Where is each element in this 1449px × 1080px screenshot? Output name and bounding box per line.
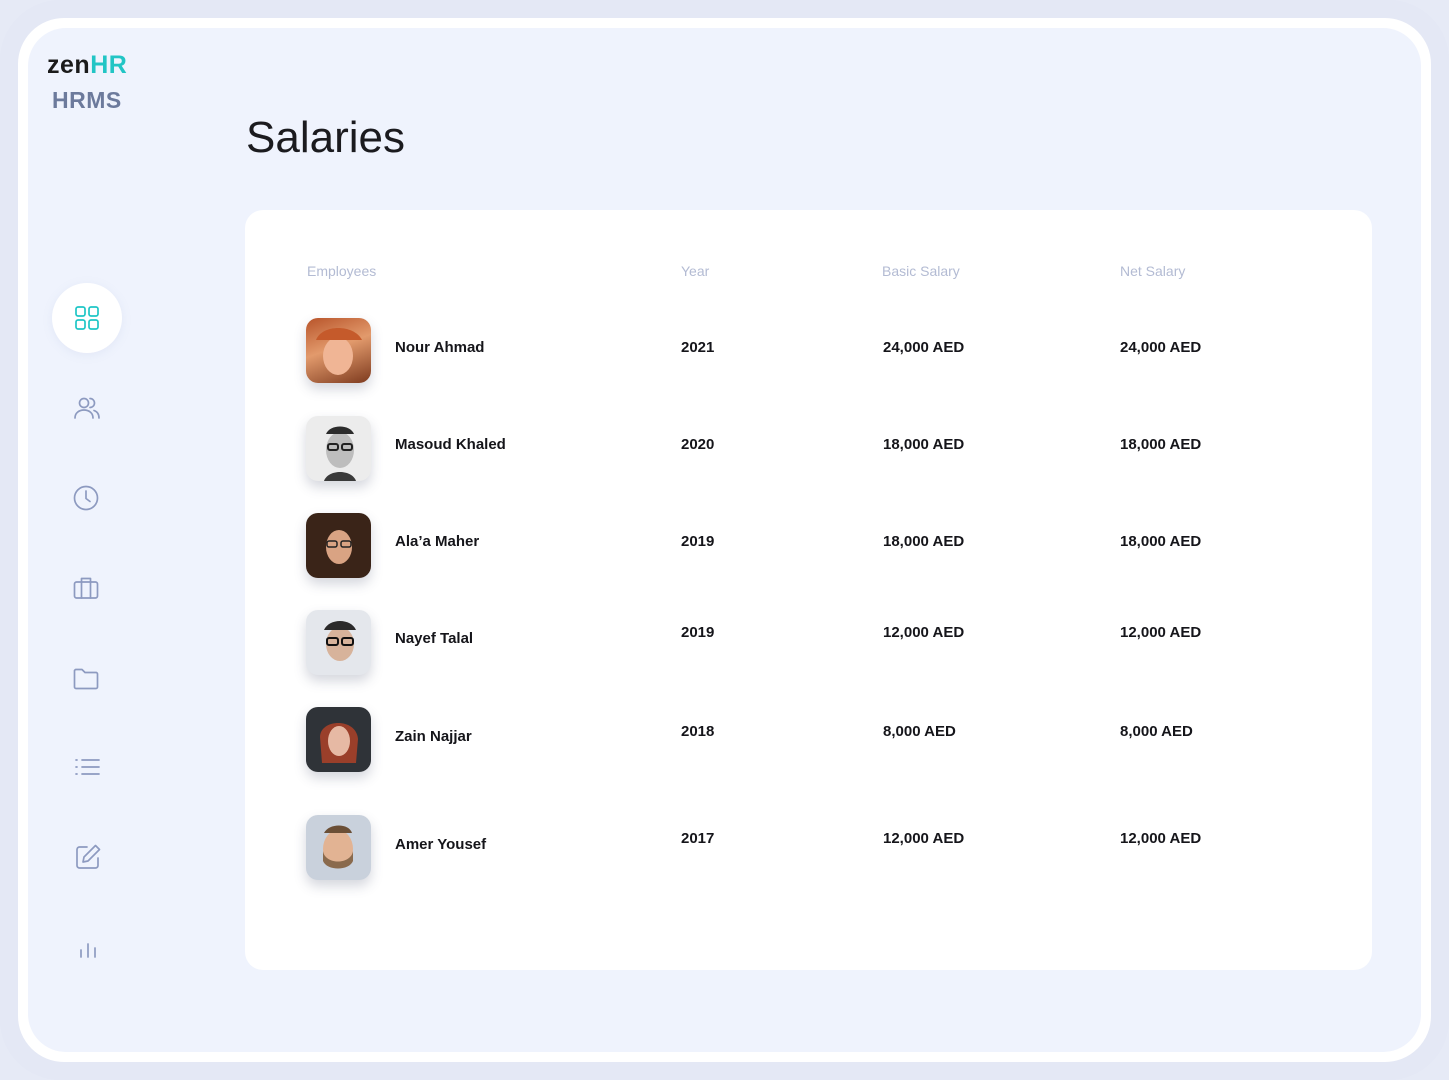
net-salary-cell: 12,000 AED (1120, 624, 1202, 641)
clock-icon (73, 485, 99, 511)
sidebar-item-reports[interactable] (53, 912, 123, 982)
sidebar-item-documents[interactable] (51, 643, 121, 713)
basic-salary-cell: 12,000 AED (883, 830, 965, 847)
net-salary-cell: 24,000 AED (1120, 339, 1202, 356)
logo-subtitle: HRMS (52, 87, 122, 113)
sidebar-item-requests[interactable] (53, 822, 123, 892)
avatar (306, 513, 371, 578)
logo-hr-text: HR (90, 51, 128, 79)
employee-name: Nour Ahmad (395, 339, 485, 356)
net-salary-cell: 8,000 AED (1120, 723, 1193, 740)
avatar (306, 318, 371, 383)
dashboard-grid-icon (75, 306, 99, 330)
avatar (306, 707, 371, 772)
basic-salary-cell: 24,000 AED (883, 339, 965, 356)
sidebar-item-attendance[interactable] (51, 463, 121, 533)
column-header-year[interactable]: Year (681, 263, 710, 279)
year-cell: 2020 (681, 436, 715, 453)
users-icon (74, 397, 100, 419)
list-icon (75, 759, 100, 775)
basic-salary-cell: 18,000 AED (883, 436, 965, 453)
sidebar-item-jobs[interactable] (51, 553, 121, 623)
column-header-basic-salary[interactable]: Basic Salary (882, 263, 960, 279)
employee-name: Masoud Khaled (395, 436, 506, 453)
basic-salary-cell: 18,000 AED (883, 533, 965, 550)
edit-icon (76, 844, 101, 869)
logo-zen-text: zen (47, 51, 91, 79)
year-cell: 2018 (681, 723, 715, 740)
net-salary-cell: 18,000 AED (1120, 533, 1202, 550)
page-title: Salaries (246, 113, 405, 162)
folder-icon (73, 668, 99, 690)
column-header-employees[interactable]: Employees (307, 263, 377, 279)
avatar (306, 416, 371, 481)
year-cell: 2019 (681, 533, 715, 550)
net-salary-cell: 12,000 AED (1120, 830, 1202, 847)
column-header-net-salary[interactable]: Net Salary (1120, 263, 1186, 279)
basic-salary-cell: 8,000 AED (883, 723, 956, 740)
employee-name: Ala’a Maher (395, 533, 480, 550)
basic-salary-cell: 12,000 AED (883, 624, 965, 641)
sidebar-item-dashboard[interactable] (52, 283, 122, 353)
employee-name: Amer Yousef (395, 836, 487, 853)
net-salary-cell: 18,000 AED (1120, 436, 1202, 453)
employee-name: Nayef Talal (395, 630, 474, 647)
sidebar-item-list[interactable] (52, 732, 122, 802)
employee-name: Zain Najjar (395, 728, 472, 745)
avatar (306, 610, 371, 675)
bar-chart-icon (80, 943, 96, 958)
avatar (306, 815, 371, 880)
year-cell: 2021 (681, 339, 715, 356)
year-cell: 2017 (681, 830, 715, 847)
sidebar-item-employees[interactable] (52, 373, 122, 443)
logo[interactable]: zenHR (47, 50, 127, 80)
year-cell: 2019 (681, 624, 715, 641)
salaries-table-card (245, 210, 1372, 970)
briefcase-icon (73, 577, 99, 599)
